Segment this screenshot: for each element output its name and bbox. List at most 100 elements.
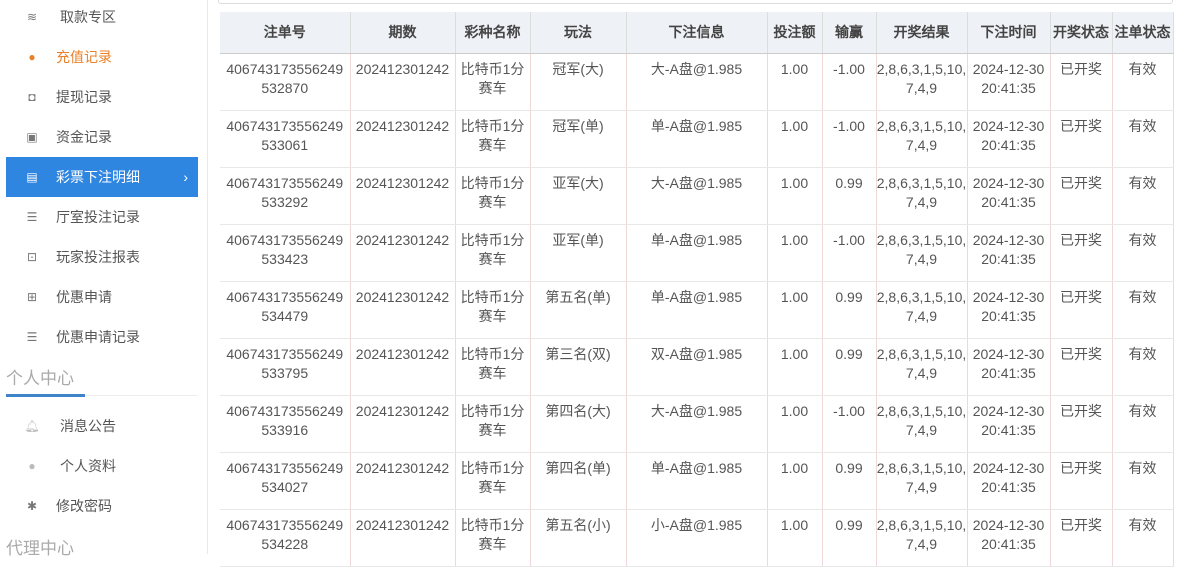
cell-bet-status: 有效	[1112, 509, 1174, 567]
cell-bet-id: 406743173556249 533795	[220, 338, 351, 396]
cell-draw-status: 已开奖	[1050, 167, 1113, 225]
cell-lottery-name: 比特币1分 赛车	[455, 110, 531, 168]
table-row: 406743173556249 534027 202412301242 比特币1分 …	[220, 452, 1174, 510]
cell-bet-info: 单-A盘@1.985	[626, 110, 768, 168]
user-icon: ●	[28, 459, 36, 473]
cell-win-loss: 0.99	[822, 509, 877, 567]
cell-play-type: 冠军(单)	[530, 110, 627, 168]
cell-win-loss: 0.99	[822, 338, 877, 396]
sidebar-item-withdraw-zone[interactable]: ≋ 取款专区	[6, 0, 198, 36]
cell-bet-time: 2024-12-30 20:41:35	[967, 395, 1051, 453]
bell-icon: 🔔︎	[24, 419, 40, 433]
money-bag-icon: ●	[28, 50, 36, 64]
gear-icon: ✱	[26, 499, 38, 513]
bets-table: 注单号 期数 彩种名称 玩法 下注信息 投注额 输赢 开奖结果 下注时间 开奖状态 注单状态 406…	[220, 12, 1174, 567]
cell-bet-status: 有效	[1112, 452, 1174, 510]
column-header-bet-amount: 投注额	[767, 12, 823, 54]
table-row: 406743173556249 533795 202412301242 比特币1分 …	[220, 338, 1174, 396]
sidebar-item-deposit-records[interactable]: ● 充值记录	[6, 38, 198, 76]
sidebar-item-profile[interactable]: ● 个人资料	[6, 447, 198, 485]
cell-period: 202412301242	[350, 53, 456, 111]
cell-period: 202412301242	[350, 167, 456, 225]
sidebar-item-promo-records[interactable]: ☰ 优惠申请记录	[6, 318, 198, 356]
column-header-lottery-name: 彩种名称	[455, 12, 531, 54]
cell-lottery-name: 比特币1分 赛车	[455, 281, 531, 339]
cell-bet-id: 406743173556249 533061	[220, 110, 351, 168]
cell-win-loss: 0.99	[822, 167, 877, 225]
table-row: 406743173556249 533916 202412301242 比特币1分 …	[220, 395, 1174, 453]
cell-bet-time: 2024-12-30 20:41:35	[967, 53, 1051, 111]
sidebar-item-lottery-bets[interactable]: ▤ 彩票下注明细 ›	[6, 157, 198, 197]
gift-icon: ⊞	[26, 290, 38, 304]
cell-bet-time: 2024-12-30 20:41:35	[967, 281, 1051, 339]
cell-bet-time: 2024-12-30 20:41:35	[967, 224, 1051, 282]
cell-bet-time: 2024-12-30 20:41:35	[967, 110, 1051, 168]
wallet-icon: ◘	[28, 90, 36, 104]
cell-lottery-name: 比特币1分 赛车	[455, 224, 531, 282]
list-lines-icon: ☰	[26, 330, 38, 344]
sidebar-item-change-password[interactable]: ✱ 修改密码	[6, 487, 198, 525]
column-header-bet-status: 注单状态	[1112, 12, 1174, 54]
cell-draw-result: 2,8,6,3,1,5,10, 7,4,9	[876, 281, 968, 339]
sidebar-item-withdraw-records[interactable]: ◘ 提现记录	[6, 78, 198, 116]
cell-period: 202412301242	[350, 395, 456, 453]
cell-bet-status: 有效	[1112, 395, 1174, 453]
cell-bet-id: 406743173556249 533916	[220, 395, 351, 453]
cell-lottery-name: 比特币1分 赛车	[455, 395, 531, 453]
section-divider	[6, 394, 198, 397]
cell-bet-status: 有效	[1112, 167, 1174, 225]
cell-bet-status: 有效	[1112, 338, 1174, 396]
cell-win-loss: -1.00	[822, 224, 877, 282]
table-row: 406743173556249 533292 202412301242 比特币1分 …	[220, 167, 1174, 225]
cell-period: 202412301242	[350, 110, 456, 168]
cell-bet-id: 406743173556249 534479	[220, 281, 351, 339]
sidebar-item-player-report[interactable]: ⊡ 玩家投注报表	[6, 238, 198, 276]
column-header-bet-id: 注单号	[220, 12, 351, 54]
cell-bet-id: 406743173556249 534027	[220, 452, 351, 510]
cell-lottery-name: 比特币1分 赛车	[455, 167, 531, 225]
cell-period: 202412301242	[350, 509, 456, 567]
sidebar-item-announcements[interactable]: 🔔︎ 消息公告	[6, 407, 198, 445]
cell-bet-amount: 1.00	[767, 452, 823, 510]
cell-play-type: 第五名(小)	[530, 509, 627, 567]
cell-draw-result: 2,8,6,3,1,5,10, 7,4,9	[876, 167, 968, 225]
column-header-period: 期数	[350, 12, 456, 54]
cell-play-type: 亚军(单)	[530, 224, 627, 282]
cell-win-loss: -1.00	[822, 110, 877, 168]
column-header-draw-status: 开奖状态	[1050, 12, 1113, 54]
sidebar-item-hall-bets[interactable]: ☰ 厅室投注记录	[6, 198, 198, 236]
cell-draw-status: 已开奖	[1050, 452, 1113, 510]
cell-bet-info: 大-A盘@1.985	[626, 53, 768, 111]
cell-play-type: 第四名(单)	[530, 452, 627, 510]
column-header-draw-result: 开奖结果	[876, 12, 968, 54]
cell-bet-info: 大-A盘@1.985	[626, 167, 768, 225]
cell-bet-amount: 1.00	[767, 338, 823, 396]
cell-win-loss: -1.00	[822, 53, 877, 111]
cell-draw-result: 2,8,6,3,1,5,10, 7,4,9	[876, 53, 968, 111]
cell-lottery-name: 比特币1分 赛车	[455, 452, 531, 510]
hand-money-icon: ≋	[26, 10, 38, 24]
cash-box-icon: ▣	[26, 130, 38, 144]
cell-bet-info: 单-A盘@1.985	[626, 452, 768, 510]
cell-bet-info: 小-A盘@1.985	[626, 509, 768, 567]
cell-bet-status: 有效	[1112, 281, 1174, 339]
cell-draw-status: 已开奖	[1050, 338, 1113, 396]
cell-play-type: 第四名(大)	[530, 395, 627, 453]
cell-bet-time: 2024-12-30 20:41:35	[967, 167, 1051, 225]
cell-win-loss: -1.00	[822, 395, 877, 453]
section-personal-center: 个人中心	[6, 369, 74, 388]
sidebar-item-promo-apply[interactable]: ⊞ 优惠申请	[6, 278, 198, 316]
section-agent-center: 代理中心	[6, 539, 74, 558]
cell-play-type: 第三名(双)	[530, 338, 627, 396]
list-icon: ▤	[26, 170, 38, 184]
cell-bet-amount: 1.00	[767, 281, 823, 339]
cell-draw-result: 2,8,6,3,1,5,10, 7,4,9	[876, 338, 968, 396]
cell-win-loss: 0.99	[822, 281, 877, 339]
cell-period: 202412301242	[350, 224, 456, 282]
sidebar: ≋ 取款专区 ● 充值记录 ◘ 提现记录 ▣ 资金记录 ▤ 彩票下注明细 › ☰ 厅室投注记录…	[0, 0, 208, 558]
column-header-bet-info: 下注信息	[626, 12, 768, 54]
cell-bet-info: 大-A盘@1.985	[626, 395, 768, 453]
column-header-play-type: 玩法	[530, 12, 627, 54]
cell-bet-status: 有效	[1112, 224, 1174, 282]
sidebar-item-fund-records[interactable]: ▣ 资金记录	[6, 118, 198, 156]
